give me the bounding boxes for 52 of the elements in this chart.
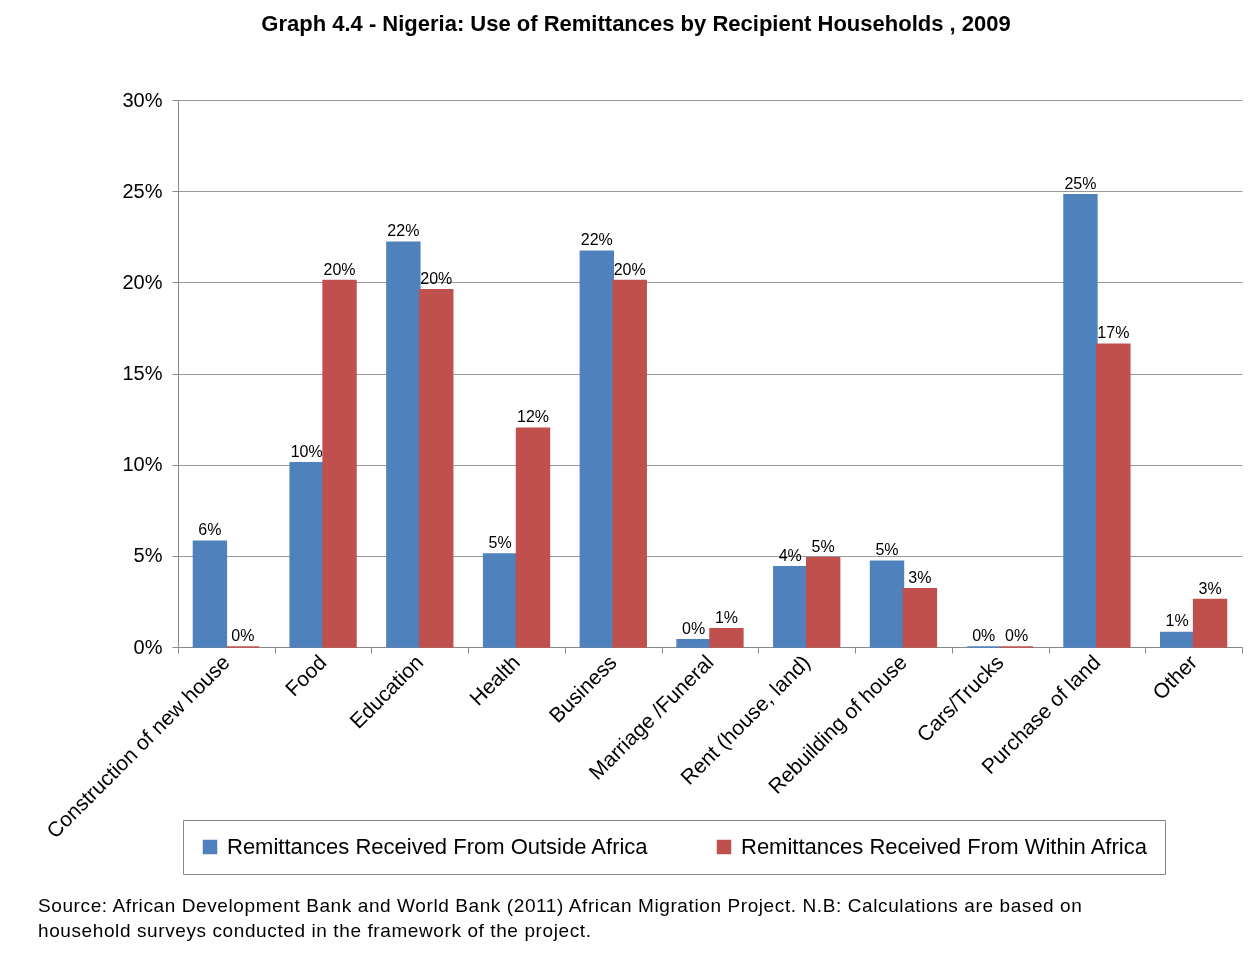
- data-label: 10%: [290, 442, 323, 460]
- bar: [482, 553, 518, 648]
- bar: [773, 566, 808, 648]
- data-label: 0%: [231, 627, 255, 644]
- bar: [805, 556, 841, 648]
- bar: [1159, 631, 1195, 648]
- data-label: 5%: [875, 541, 899, 559]
- bar: [579, 250, 615, 648]
- data-label: 0%: [681, 619, 706, 637]
- data-label: 17%: [1097, 324, 1130, 342]
- bar: [709, 628, 744, 648]
- bar: [1096, 343, 1131, 648]
- data-label: 1%: [714, 608, 739, 626]
- bar: [869, 560, 905, 648]
- y-tick-label: 15%: [122, 362, 163, 384]
- data-label: 1%: [1165, 612, 1189, 630]
- bar: [192, 540, 228, 648]
- data-label: 20%: [613, 260, 646, 278]
- data-label: 6%: [198, 521, 222, 539]
- bar: [676, 638, 711, 648]
- data-label: 20%: [420, 269, 453, 287]
- data-label: 12%: [516, 408, 550, 426]
- bar: [386, 241, 421, 648]
- legend-label: Remittances Received From Outside Africa: [227, 834, 649, 859]
- data-label: 0%: [1005, 627, 1029, 644]
- data-label: 3%: [1198, 579, 1222, 597]
- bar: [1063, 194, 1098, 648]
- y-tick-label: 0%: [133, 635, 163, 658]
- data-label: 20%: [323, 260, 356, 278]
- data-label: 5%: [488, 534, 512, 552]
- y-tick-label: 5%: [133, 544, 163, 567]
- data-label: 25%: [1064, 174, 1097, 192]
- bar: [515, 427, 551, 648]
- source-note: Source: African Development Bank and World Bank (2011) African Migration Project. N.B: Calculations are based on household surveys conducted in the framework of the project.: [38, 894, 1084, 943]
- data-label: 3%: [908, 568, 932, 586]
- bar: [1192, 598, 1228, 648]
- data-label: 0%: [972, 627, 996, 644]
- y-tick-label: 10%: [122, 453, 163, 476]
- y-tick-label: 30%: [122, 88, 163, 111]
- data-label: 22%: [580, 231, 613, 249]
- data-label: 4%: [778, 546, 802, 564]
- data-label: 22%: [387, 222, 420, 240]
- data-label: 5%: [811, 537, 835, 555]
- y-tick-label: 20%: [122, 270, 163, 293]
- bar: [902, 587, 938, 648]
- chart-title: Graph 4.4 - Nigeria: Use of Remittances by Recipient Households , 2009: [261, 11, 1011, 36]
- legend-label: Remittances Received From Within Africa: [741, 834, 1148, 859]
- bar: [612, 279, 647, 648]
- y-tick-label: 25%: [122, 179, 163, 202]
- bar: [322, 279, 357, 648]
- bar: [419, 288, 454, 648]
- bar: [289, 462, 324, 648]
